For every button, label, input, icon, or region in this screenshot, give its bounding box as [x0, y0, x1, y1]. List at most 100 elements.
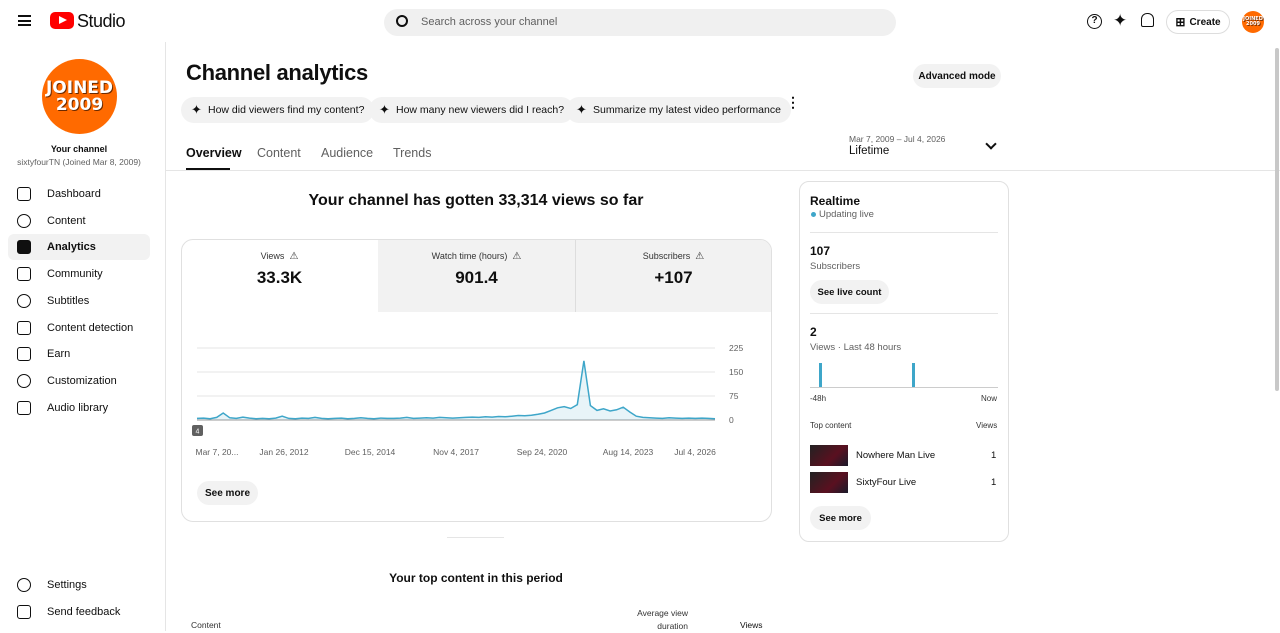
metric-value: 901.4: [455, 268, 498, 287]
realtime-see-more[interactable]: See more: [810, 506, 871, 530]
nav-label: Earn: [47, 348, 71, 361]
x-tick-label: Nov 4, 2017: [433, 447, 479, 457]
tab[interactable]: Trends: [393, 146, 432, 160]
help-button[interactable]: ?: [1087, 14, 1102, 29]
ai-button[interactable]: ✦: [1113, 11, 1128, 30]
period-dropdown[interactable]: [985, 138, 997, 150]
search-placeholder: Search across your channel: [421, 16, 558, 28]
table-header: Average view duration: [637, 608, 688, 631]
views-chart: 0 75 150 225 Mar 7, 20... Jan 26, 2012 Dec 15,…: [192, 343, 743, 457]
avatar-line: JOINED: [1243, 16, 1263, 22]
nav-item[interactable]: Community: [8, 261, 150, 287]
thumbnail[interactable]: [810, 472, 848, 493]
tab[interactable]: Content: [257, 146, 301, 160]
nav-icon: [17, 187, 31, 201]
nav-label: Customization: [47, 374, 117, 387]
nav-item[interactable]: Send feedback: [8, 599, 150, 625]
warning-icon: ⚠: [289, 251, 299, 262]
nav-label: Subtitles: [47, 294, 90, 307]
channel-avatar[interactable]: JOINED 2009: [42, 59, 117, 134]
tabs-divider: [166, 170, 1280, 171]
logo-text[interactable]: Studio: [77, 11, 126, 31]
nav-label: Audio library: [47, 401, 109, 414]
item-name[interactable]: Nowhere Man Live: [856, 450, 936, 461]
search-icon: [396, 15, 408, 27]
tab[interactable]: Overview: [186, 146, 242, 160]
top-content-label: Top content: [810, 421, 852, 430]
nav-icon: [17, 320, 31, 335]
nav-label: Send feedback: [47, 605, 121, 618]
period[interactable]: Lifetime: [849, 145, 890, 157]
prompt-chip[interactable]: Summarize my latest video performance: [566, 97, 791, 123]
realtime-status: Updating live: [819, 209, 874, 220]
metric-label: Subscribers: [642, 251, 691, 261]
table-header: Content: [191, 620, 221, 630]
nav-label: Content: [47, 214, 86, 227]
live-dot: [811, 212, 816, 217]
axis-label: -48h: [810, 394, 827, 403]
account-avatar[interactable]: JOINED 2009: [1242, 11, 1264, 33]
tab[interactable]: Audience: [321, 146, 374, 160]
nav-item[interactable]: Subtitles: [8, 288, 150, 314]
nav-item[interactable]: Earn: [8, 341, 150, 367]
nav-item[interactable]: Dashboard: [8, 181, 150, 207]
nav-item[interactable]: Settings: [8, 572, 150, 598]
x-tick-label: Jan 26, 2012: [259, 447, 308, 457]
y-tick-label: 0: [729, 415, 734, 425]
realtime-chart: [810, 363, 998, 388]
see-more-button[interactable]: See more: [197, 481, 258, 505]
top-content-title: Your top content in this period: [389, 571, 563, 585]
warning-icon: ⚠: [512, 251, 522, 262]
y-tick-label: 150: [729, 367, 743, 377]
badge-label: 4: [196, 429, 200, 436]
thumbnail[interactable]: [810, 445, 848, 466]
subscriber-count: 107: [810, 244, 831, 258]
metric-tab[interactable]: Views ⚠ 33.3K: [181, 240, 378, 311]
search-box[interactable]: Search across your channel: [384, 9, 896, 36]
item-views: 1: [991, 450, 997, 461]
metric-tab[interactable]: Watch time (hours) ⚠ 901.4: [378, 240, 575, 311]
sidebar-divider: [165, 42, 166, 631]
nav-label: Dashboard: [47, 188, 101, 200]
menu-button[interactable]: [18, 15, 31, 26]
metric-label-row: Views ⚠: [181, 251, 378, 262]
prompt-chip[interactable]: How did viewers find my content?: [181, 97, 375, 123]
nav-label: Community: [47, 268, 103, 281]
area: [197, 360, 715, 420]
divider: [810, 313, 998, 314]
divider: [810, 232, 998, 233]
nav-item[interactable]: Audio library: [8, 395, 150, 421]
nav-item[interactable]: Customization: [8, 368, 150, 394]
metric-label: Watch time (hours): [431, 251, 508, 261]
metric-label-row: Subscribers ⚠: [575, 251, 772, 262]
date-range[interactable]: Mar 7, 2009 – Jul 4, 2026: [849, 134, 946, 144]
metric-tab[interactable]: Subscribers ⚠ +107: [575, 240, 772, 311]
advanced-mode-button[interactable]: Advanced mode: [913, 64, 1001, 88]
nav-item[interactable]: Content: [8, 208, 150, 234]
item-views: 1: [991, 477, 997, 488]
logo-icon[interactable]: [50, 12, 74, 29]
warning-icon: ⚠: [695, 251, 705, 262]
item-name[interactable]: SixtyFour Live: [856, 477, 917, 488]
views-label: Views · Last 48 hours: [810, 342, 902, 353]
section-divider: [447, 537, 504, 538]
nav-icon: [17, 373, 31, 388]
live-count-button[interactable]: See live count: [810, 280, 889, 304]
page-title: Channel analytics: [186, 60, 368, 85]
x-tick-label: Mar 7, 20...: [196, 447, 239, 457]
bar: [819, 363, 822, 387]
nav-icon: [17, 267, 31, 282]
y-tick-label: 75: [729, 391, 739, 401]
nav-icon: [17, 604, 31, 619]
scrollbar[interactable]: [1275, 48, 1279, 391]
nav-item[interactable]: Analytics: [8, 234, 150, 261]
nav-icon: [17, 347, 31, 362]
nav-icon: [17, 240, 31, 255]
metric-value: +107: [654, 268, 693, 287]
notifications-button[interactable]: [1141, 13, 1154, 27]
x-tick-label: Dec 15, 2014: [345, 447, 396, 457]
nav-item[interactable]: Content detection: [8, 315, 150, 341]
create-button[interactable]: ⊞ Create: [1166, 10, 1230, 34]
prompt-chip[interactable]: How many new viewers did I reach?: [369, 97, 575, 123]
